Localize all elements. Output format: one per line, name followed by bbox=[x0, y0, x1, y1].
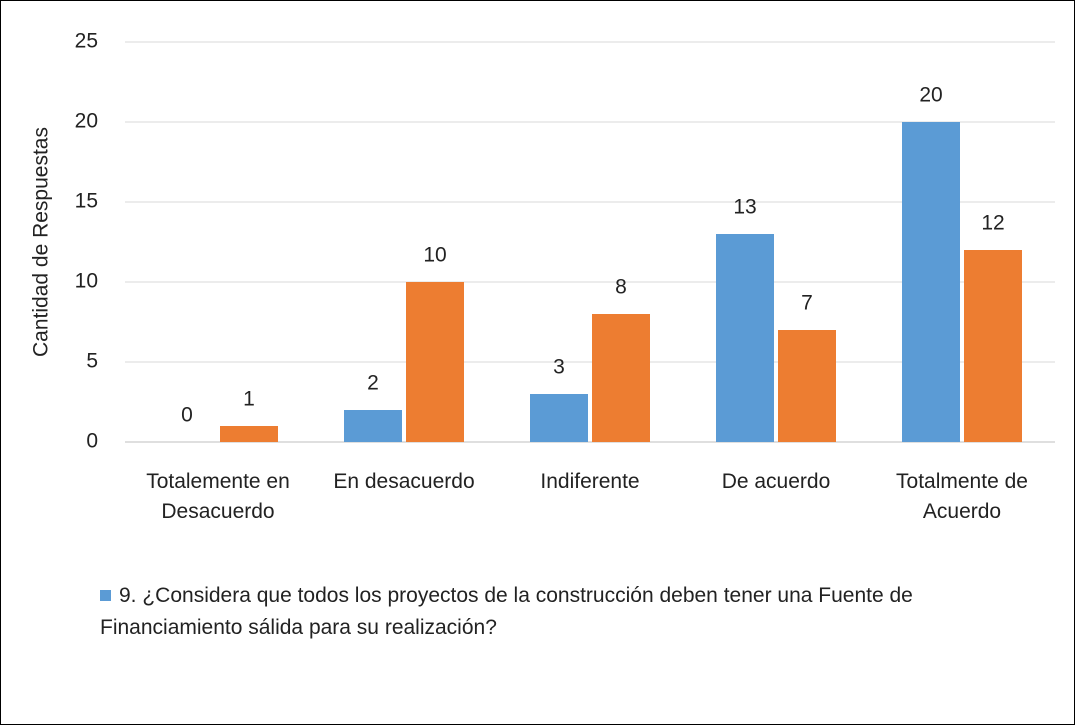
bar bbox=[530, 394, 588, 442]
x-tick-label: Totalemente en Desacuerdo bbox=[146, 470, 290, 523]
x-tick-label: Totalmente de Acuerdo bbox=[896, 470, 1028, 523]
y-tick-label: 25 bbox=[75, 30, 98, 53]
data-label: 13 bbox=[733, 196, 756, 219]
data-label: 12 bbox=[981, 212, 1004, 235]
y-tick-label: 15 bbox=[75, 190, 98, 213]
y-tick-label: 0 bbox=[86, 430, 98, 453]
bar bbox=[344, 410, 402, 442]
bar bbox=[592, 314, 650, 442]
y-tick-label: 5 bbox=[86, 350, 98, 373]
data-label: 1 bbox=[243, 388, 255, 411]
data-label: 20 bbox=[919, 84, 942, 107]
bar bbox=[220, 426, 278, 442]
bar bbox=[716, 234, 774, 442]
x-tick-label: Indiferente bbox=[540, 470, 640, 493]
y-axis-title: Cantidad de Respuestas bbox=[30, 127, 53, 357]
bar bbox=[406, 282, 464, 442]
legend-label: 9. ¿Considera que todos los proyectos de… bbox=[100, 584, 913, 639]
data-label: 3 bbox=[553, 356, 565, 379]
x-tick-label: De acuerdo bbox=[721, 470, 831, 493]
bar bbox=[778, 330, 836, 442]
bar bbox=[964, 250, 1022, 442]
legend-swatch bbox=[100, 590, 111, 601]
data-label: 10 bbox=[423, 244, 446, 267]
legend: 9. ¿Considera que todos los proyectos de… bbox=[100, 580, 1000, 644]
bar bbox=[902, 122, 960, 442]
y-tick-label: 10 bbox=[75, 270, 98, 293]
data-label: 7 bbox=[801, 292, 813, 315]
y-tick-label: 20 bbox=[75, 110, 98, 133]
data-label: 0 bbox=[181, 404, 193, 427]
data-label: 2 bbox=[367, 372, 379, 395]
x-tick-label: En desacuerdo bbox=[333, 470, 475, 493]
data-label: 8 bbox=[615, 276, 627, 299]
